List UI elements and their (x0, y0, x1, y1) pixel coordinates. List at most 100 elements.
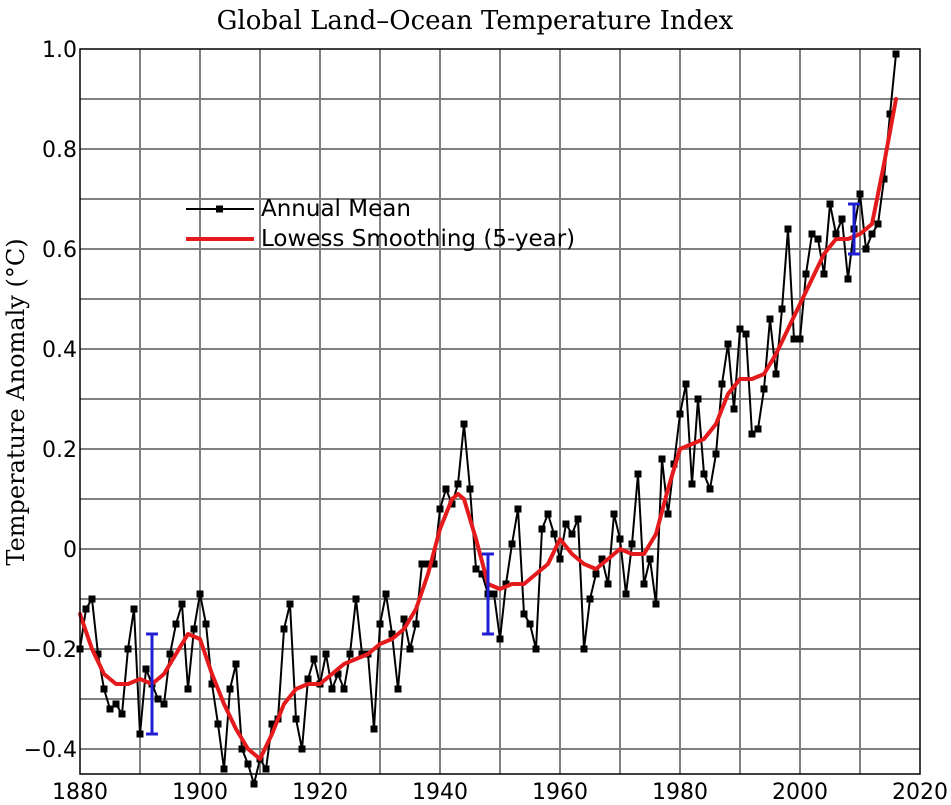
annual-mean-point (238, 745, 246, 753)
legend: Annual Mean Lowess Smoothing (5-year) (186, 196, 575, 252)
annual-mean-point (112, 700, 120, 708)
annual-mean-point (454, 480, 462, 488)
legend-annual-marker (216, 205, 223, 213)
annual-mean-point (760, 385, 768, 393)
annual-mean-point (436, 505, 444, 513)
annual-mean-point (868, 230, 876, 238)
annual-mean-point (544, 510, 552, 518)
annual-mean-point (502, 580, 510, 588)
annual-mean-point (892, 50, 900, 58)
y-axis-label: Temperature Anomaly (°C) (2, 238, 30, 565)
annual-mean-point (400, 615, 408, 623)
annual-mean-point (166, 650, 174, 658)
annual-mean-point (94, 650, 102, 658)
annual-mean-point (886, 110, 894, 118)
annual-mean-point (604, 580, 612, 588)
annual-mean-point (160, 700, 168, 708)
annual-mean-point (142, 665, 150, 673)
x-tick-label: 1920 (292, 780, 348, 805)
annual-mean-point (748, 430, 756, 438)
annual-mean-point (520, 610, 528, 618)
lowess-smoothing-line (78, 97, 898, 761)
x-tick-label: 1960 (532, 780, 588, 805)
axis-ticks: 1880 1900 1920 1940 1960 1980 2000 2020 −0.4 −0.2… (24, 38, 948, 805)
annual-mean-point (526, 620, 534, 628)
annual-mean-point (382, 590, 390, 598)
legend-lowess-label: Lowess Smoothing (5-year) (261, 226, 575, 252)
annual-mean-point (838, 215, 846, 223)
annual-mean-point (580, 645, 588, 653)
annual-mean-point (874, 220, 882, 228)
y-tick-label: 0.6 (42, 238, 77, 263)
annual-mean-point (640, 580, 648, 588)
annual-mean-point (100, 685, 108, 693)
annual-mean-point (124, 645, 132, 653)
annual-mean-point (214, 720, 222, 728)
annual-mean-point (466, 485, 474, 493)
annual-mean-point (226, 685, 234, 693)
annual-mean-point (826, 200, 834, 208)
annual-mean-point (586, 595, 594, 603)
chart-title: Global Land–Ocean Temperature Index (217, 6, 734, 36)
annual-mean-point (700, 470, 708, 478)
annual-mean-point (82, 605, 90, 613)
annual-mean-point (328, 685, 336, 693)
annual-mean-point (844, 275, 852, 283)
annual-mean-point (190, 625, 198, 633)
x-tick-label: 2020 (892, 780, 948, 805)
annual-mean-point (676, 410, 684, 418)
annual-mean-point (292, 715, 300, 723)
annual-mean-point (460, 420, 468, 428)
y-tick-label: 0.2 (42, 438, 77, 463)
annual-mean-point (394, 685, 402, 693)
annual-mean-point (430, 560, 438, 568)
annual-mean-point (130, 605, 138, 613)
annual-mean-point (106, 705, 114, 713)
annual-mean-point (268, 720, 276, 728)
annual-mean-point (220, 765, 228, 773)
annual-mean-point (724, 340, 732, 348)
annual-mean-point (616, 535, 624, 543)
annual-mean-point (376, 620, 384, 628)
annual-mean-point (88, 595, 96, 603)
annual-mean-point (646, 555, 654, 563)
annual-mean-point (340, 685, 348, 693)
annual-mean-point (730, 405, 738, 413)
annual-mean-point (442, 485, 450, 493)
error-bars (146, 202, 860, 736)
annual-mean-point (412, 620, 420, 628)
annual-mean-point (334, 670, 342, 678)
annual-mean-point (202, 620, 210, 628)
annual-mean-point (772, 370, 780, 378)
annual-mean-point (208, 680, 216, 688)
annual-mean-point (322, 650, 330, 658)
y-tick-label: 0.4 (42, 338, 77, 363)
annual-mean-point (262, 765, 270, 773)
annual-mean-point (652, 600, 660, 608)
annual-mean-point (178, 600, 186, 608)
annual-mean-point (592, 570, 600, 578)
annual-mean-point (718, 380, 726, 388)
annual-mean-point (478, 570, 486, 578)
annual-mean-point (424, 560, 432, 568)
annual-mean-point (814, 235, 822, 243)
annual-mean-point (808, 230, 816, 238)
annual-mean-point (496, 635, 504, 643)
annual-mean-point (538, 525, 546, 533)
legend-annual-label: Annual Mean (261, 196, 411, 222)
x-tick-label: 1980 (652, 780, 708, 805)
annual-mean-line (79, 53, 897, 788)
annual-mean-point (388, 630, 396, 638)
annual-mean-point (562, 520, 570, 528)
annual-mean-point (514, 505, 522, 513)
annual-mean-point (574, 515, 582, 523)
annual-mean-point (568, 530, 576, 538)
x-tick-label: 1940 (412, 780, 468, 805)
annual-mean-point (610, 510, 618, 518)
annual-mean-point (286, 600, 294, 608)
annual-mean-point (490, 590, 498, 598)
annual-mean-point (346, 650, 354, 658)
annual-mean-point (856, 190, 864, 198)
annual-mean-point (556, 555, 564, 563)
